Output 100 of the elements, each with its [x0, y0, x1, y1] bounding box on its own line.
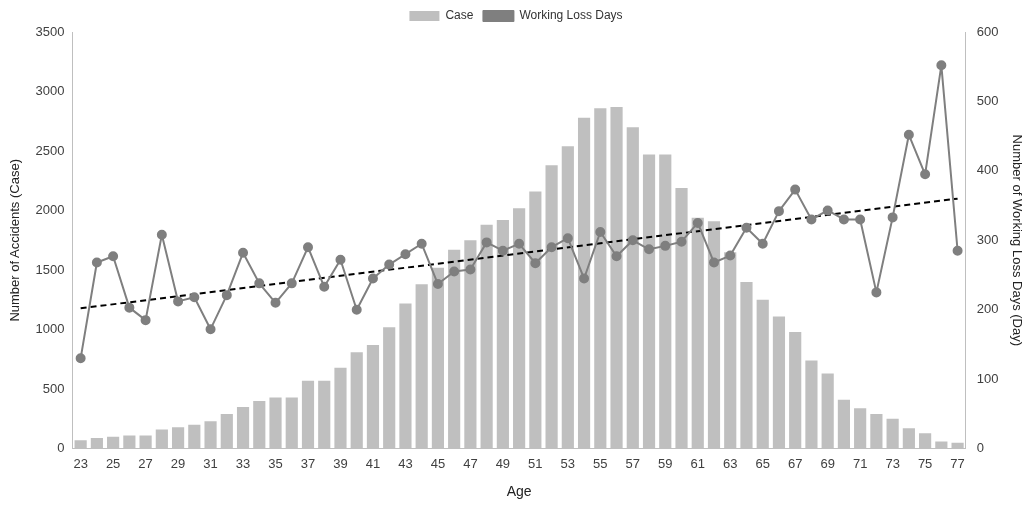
- point: [205, 324, 216, 335]
- point: [351, 304, 362, 315]
- y-tick-label: 3000: [35, 83, 65, 99]
- bar: [74, 440, 87, 449]
- x-tick-label: 37: [300, 455, 316, 471]
- bar: [204, 421, 217, 449]
- x-tick-label: 43: [398, 455, 413, 471]
- y-tick-label: 1500: [35, 261, 65, 277]
- bar: [805, 360, 818, 449]
- point: [303, 242, 313, 253]
- point: [822, 205, 833, 216]
- x-tick-label: 51: [528, 455, 543, 471]
- point: [887, 212, 898, 223]
- point: [936, 60, 947, 71]
- bar: [431, 267, 445, 449]
- y2-tick-label: 300: [976, 231, 999, 247]
- point: [725, 250, 736, 261]
- y2-tick-label: 200: [976, 301, 999, 317]
- bar: [626, 127, 639, 449]
- x-tick-label: 35: [268, 455, 283, 471]
- bar: [139, 435, 152, 449]
- point: [562, 233, 573, 244]
- bar: [675, 187, 688, 449]
- point: [75, 353, 86, 364]
- bar: [610, 106, 623, 449]
- point: [124, 302, 135, 313]
- point: [773, 206, 784, 217]
- point: [952, 245, 963, 256]
- x-tick-label: 23: [73, 455, 88, 471]
- y-tick-label: 1000: [35, 321, 65, 337]
- point: [627, 235, 638, 246]
- point: [514, 238, 525, 249]
- point: [91, 257, 102, 268]
- bar: [366, 345, 380, 449]
- point: [221, 290, 232, 301]
- bar: [350, 352, 363, 449]
- y-tick-label: 2000: [35, 202, 65, 218]
- bar: [756, 299, 769, 449]
- bar: [253, 400, 266, 449]
- x-tick-label: 39: [333, 455, 348, 471]
- point: [530, 258, 541, 269]
- point: [319, 281, 330, 292]
- point: [140, 315, 151, 326]
- y2-tick-label: 400: [976, 162, 999, 178]
- bar: [854, 408, 867, 449]
- x-tick-label: 33: [235, 455, 251, 471]
- point: [400, 249, 411, 260]
- bar: [383, 327, 396, 449]
- x-tick-label: 41: [365, 455, 381, 471]
- point: [465, 264, 476, 275]
- bar: [707, 221, 721, 449]
- point: [903, 129, 914, 140]
- point: [838, 214, 849, 225]
- x-tick-label: 55: [593, 455, 608, 471]
- bar: [236, 406, 250, 449]
- y2-tick-label: 0: [976, 440, 984, 456]
- point: [286, 278, 297, 289]
- bar: [594, 108, 607, 449]
- y2-tick-label: 100: [976, 370, 999, 386]
- bar: [480, 224, 493, 449]
- bar: [529, 191, 542, 449]
- point: [254, 278, 265, 289]
- y2-axis-title: Number of Working Loss Days (Day): [1009, 134, 1025, 347]
- y-tick-label: 500: [42, 380, 65, 396]
- y2-tick-label: 500: [976, 93, 999, 109]
- bar: [415, 284, 428, 449]
- point: [579, 273, 590, 284]
- point: [497, 245, 508, 256]
- y-tick-label: 2500: [35, 142, 65, 158]
- bar: [740, 281, 753, 449]
- bar: [772, 316, 786, 449]
- bar: [448, 249, 461, 449]
- bar: [123, 435, 136, 449]
- bar: [902, 428, 915, 449]
- point: [270, 297, 281, 308]
- x-tick-label: 49: [495, 455, 511, 471]
- x-tick-label: 67: [787, 455, 803, 471]
- bar: [269, 397, 282, 449]
- y-tick-label: 3500: [35, 23, 65, 39]
- bar: [496, 220, 509, 449]
- x-tick-label: 27: [138, 455, 153, 471]
- point: [806, 214, 817, 225]
- x-tick-label: 75: [917, 455, 933, 471]
- bar: [399, 303, 412, 449]
- x-tick-label: 29: [170, 455, 186, 471]
- point: [644, 244, 655, 255]
- bar: [837, 399, 850, 449]
- point: [692, 217, 703, 228]
- bar: [513, 208, 526, 449]
- y-tick-label: 0: [57, 440, 65, 456]
- point: [384, 259, 395, 270]
- x-tick-label: 53: [560, 455, 576, 471]
- y-axis-title: Number of Accidents (Case): [7, 159, 23, 322]
- bar: [870, 414, 883, 449]
- bar: [691, 217, 704, 449]
- x-axis-title: Age: [506, 483, 532, 500]
- point: [757, 238, 768, 249]
- bar: [107, 436, 120, 449]
- point: [367, 273, 378, 284]
- x-tick-label: 59: [658, 455, 673, 471]
